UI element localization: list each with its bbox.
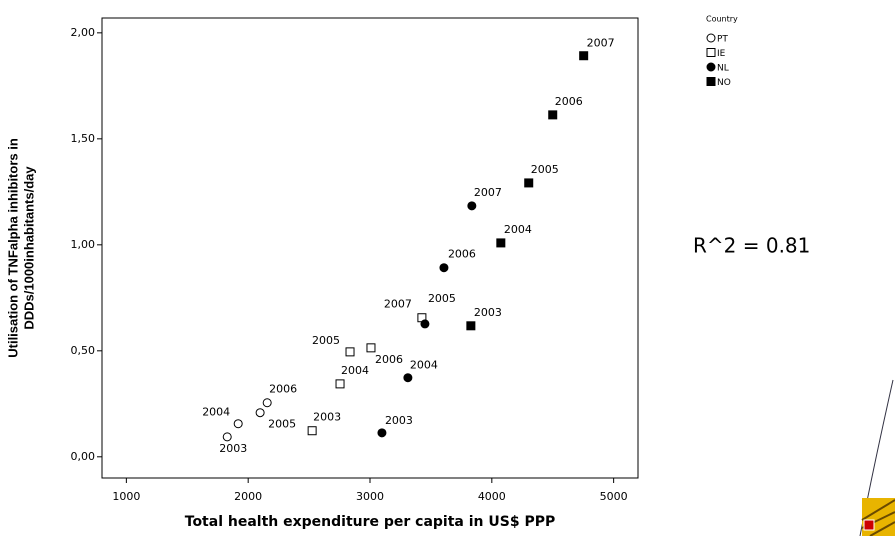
x-tick-label: 5000	[600, 490, 628, 503]
x-axis-title: Total health expenditure per capita in U…	[185, 514, 556, 530]
point	[366, 343, 376, 353]
plot-frame	[101, 17, 639, 479]
point	[377, 428, 387, 438]
logo	[861, 498, 895, 536]
x-tick-label: 2000	[234, 490, 262, 503]
legend-title: Country	[706, 15, 738, 24]
point-label: 2006	[269, 383, 297, 396]
point	[307, 426, 317, 436]
legend-marker	[706, 77, 716, 86]
point	[466, 321, 476, 331]
point-label: 2004	[410, 359, 438, 372]
annotation: R^2 = 0.81	[693, 234, 810, 258]
legend-label: NO	[717, 78, 731, 88]
point-label: 2006	[448, 248, 476, 261]
point-label: 2005	[268, 418, 296, 431]
point-label: 2003	[385, 414, 413, 427]
point	[439, 263, 449, 273]
point	[548, 110, 558, 120]
legend-marker	[706, 33, 716, 43]
point	[262, 398, 272, 408]
point	[420, 319, 430, 329]
y-axis-title-line: Utilisation of TNFalpha inhibitors in	[5, 138, 20, 358]
logo-badge	[863, 519, 875, 531]
point	[233, 419, 243, 429]
x-tick-label: 1000	[112, 490, 140, 503]
x-tick-label: 4000	[478, 490, 506, 503]
point-label: 2003	[474, 306, 502, 319]
point-label: 2004	[202, 406, 230, 419]
point	[579, 51, 589, 61]
y-tick-label: 0,50	[71, 344, 96, 357]
point-label: 2005	[531, 163, 559, 176]
point-label: 2003	[219, 442, 247, 455]
point-label: 2007	[384, 298, 412, 311]
point	[524, 178, 534, 188]
point	[467, 201, 477, 211]
point-label: 2004	[504, 223, 532, 236]
point-label: 2007	[587, 37, 615, 50]
legend-marker	[706, 48, 716, 57]
point-label: 2006	[375, 353, 403, 366]
point	[255, 408, 265, 418]
legend-marker	[706, 62, 716, 72]
point-label: 2005	[428, 292, 456, 305]
y-tick-label: 1,00	[71, 238, 96, 251]
legend-label: IE	[717, 49, 726, 59]
y-tick-label: 0,00	[71, 450, 96, 463]
point	[403, 373, 413, 383]
y-axis-title: Utilisation of TNFalpha inhibitors in DD…	[5, 138, 36, 358]
y-tick-label: 1,50	[71, 132, 96, 145]
point-label: 2007	[474, 186, 502, 199]
point-label: 2006	[555, 95, 583, 108]
legend-label: PT	[717, 35, 728, 45]
x-tick-label: 3000	[356, 490, 384, 503]
point-label: 2005	[312, 334, 340, 347]
point	[496, 238, 506, 248]
point	[335, 379, 345, 389]
y-tick-label: 2,00	[71, 26, 96, 39]
legend-label: NL	[717, 64, 729, 74]
point	[345, 347, 355, 357]
point-label: 2003	[313, 411, 341, 424]
point	[222, 432, 232, 442]
point-label: 2004	[341, 364, 369, 377]
y-axis-title-line: DDDs/1000inhabitants/day	[21, 166, 36, 330]
